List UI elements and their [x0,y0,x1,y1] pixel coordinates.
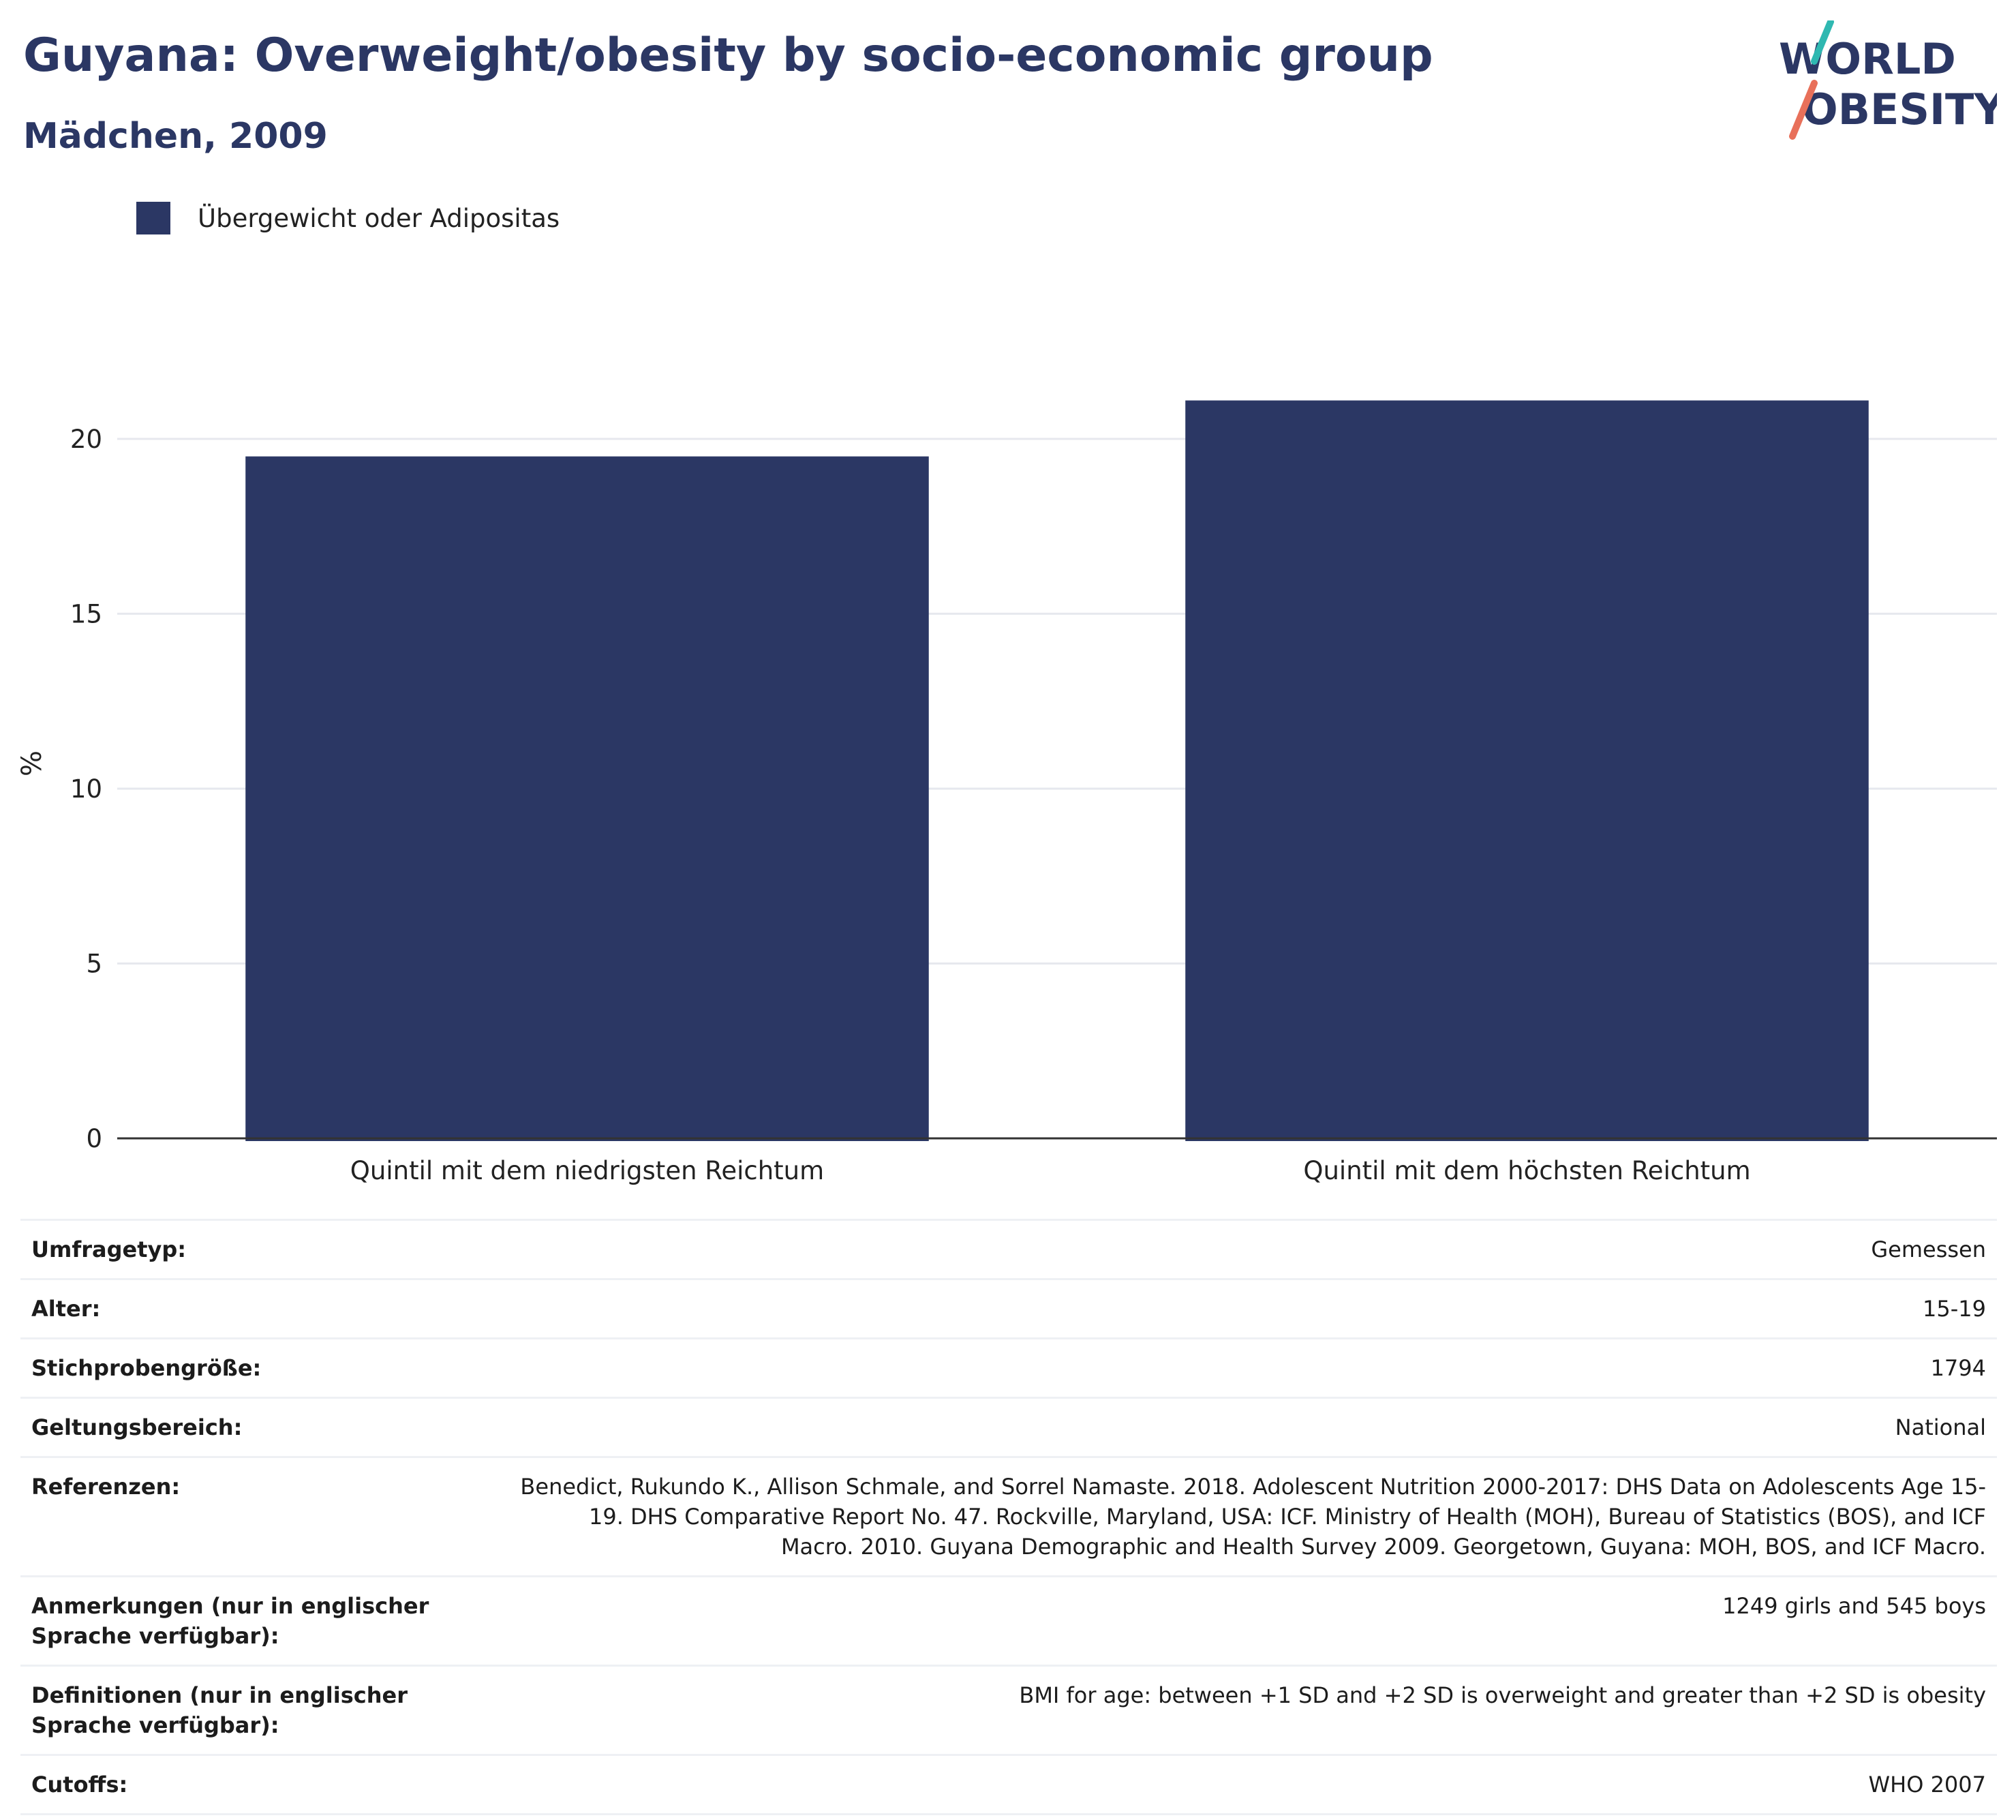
info-value: National [1895,1414,1986,1440]
chart-legend: Übergewicht oder Adipositas [136,202,560,234]
bars [245,400,1869,1141]
info-value: 15-19 [1923,1296,1986,1322]
info-value: 1794 [1930,1355,1986,1381]
y-tick-label: 15 [70,599,102,628]
info-row: Definitionen (nur in englischer Sprache … [20,1665,1997,1755]
logo-slash-teal [1811,20,1834,65]
info-value: 1249 girls and 545 boys [1722,1593,1986,1619]
bar [1185,400,1869,1141]
info-row: Anmerkungen (nur in englischer Sprache v… [20,1576,1997,1666]
y-tick-label: 20 [70,425,102,454]
info-value: WHO 2007 [1868,1772,1987,1798]
info-key: Alter: [31,1296,101,1322]
info-key: Definitionen (nur in englischer Sprache … [31,1682,408,1738]
logo-slash-coral [1789,80,1818,140]
y-axis-label: % [16,750,48,776]
info-key: Umfragetyp: [31,1237,187,1262]
info-row: Alter: 15-19 [20,1279,1997,1339]
bar [245,456,929,1141]
info-value: BMI for age: between +1 SD and +2 SD is … [1019,1682,1986,1708]
bar-chart: 0 5 10 15 20 Quintil mit dem niedrigsten Reic… [16,400,1997,1185]
info-key: Cutoffs: [31,1772,128,1798]
info-key: Anmerkungen (nur in englischer Sprache v… [31,1593,429,1649]
info-row: Referenzen: Benedict, Rukundo K., Allison… [20,1457,1997,1577]
info-key: Stichprobengröße: [31,1355,262,1381]
y-tick-label: 0 [86,1124,102,1153]
x-tick-label: Quintil mit dem niedrigsten Reichtum [350,1156,824,1185]
axes: 0 5 10 15 20 Quintil mit dem niedrigsten Reic… [16,425,1997,1185]
info-key: Geltungsbereich: [31,1414,243,1440]
logo-line1: WORLD [1779,34,1956,84]
chart-subtitle: Mädchen, 2009 [23,116,328,157]
legend-swatch [136,202,170,234]
info-row: Cutoffs: WHO 2007 [20,1755,1997,1815]
x-tick-label: Quintil mit dem höchsten Reichtum [1303,1156,1750,1185]
info-table: Umfragetyp: Gemessen Alter: 15-19 Stichprobe… [20,1219,1997,1815]
info-row: Geltungsbereich: National [20,1397,1997,1457]
legend-label: Übergewicht oder Adipositas [198,203,560,233]
info-row: Stichprobengröße: 1794 [20,1338,1997,1398]
info-key: Referenzen: [31,1474,181,1500]
world-obesity-logo: WORLD OBESITY [1779,20,1997,140]
logo-line2: OBESITY [1802,85,1997,134]
info-value: Gemessen [1871,1237,1986,1262]
y-tick-label: 10 [70,774,102,804]
info-value: Benedict, Rukundo K., Allison Schmale, a… [520,1474,1986,1560]
info-row: Umfragetyp: Gemessen [20,1219,1997,1279]
y-tick-label: 5 [86,949,102,978]
chart-title: Guyana: Overweight/obesity by socio-econ… [23,29,1433,82]
